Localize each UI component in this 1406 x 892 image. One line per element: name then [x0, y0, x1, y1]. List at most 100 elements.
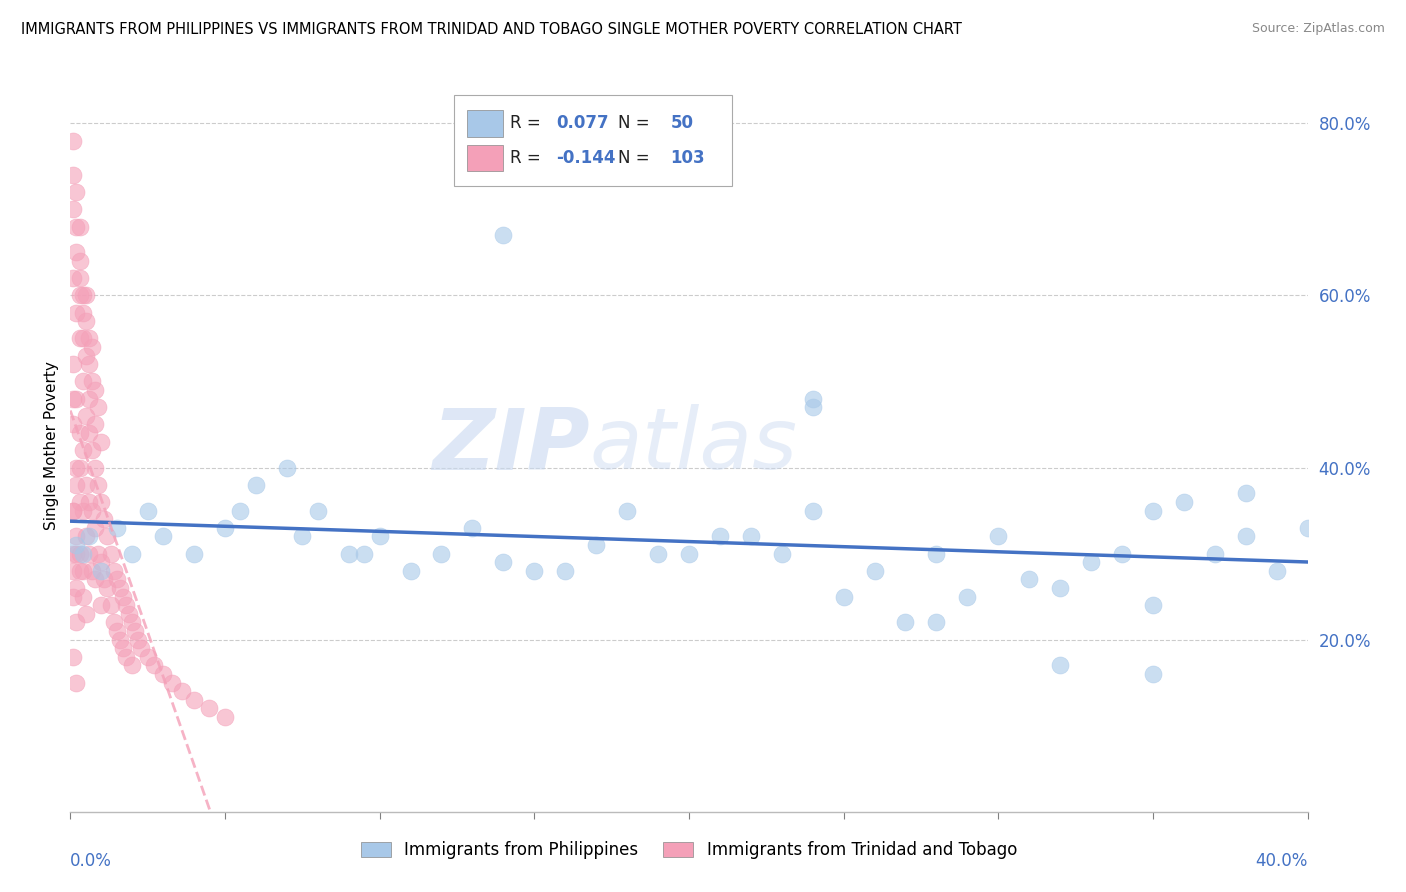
Point	[65, 392, 87, 406]
Point	[65, 460, 87, 475]
Point	[77, 529, 100, 543]
Point	[100, 547, 122, 561]
Point	[111, 590, 134, 604]
Point	[62, 168, 84, 182]
Point	[956, 590, 979, 604]
Point	[1265, 564, 1288, 578]
Point	[72, 564, 94, 578]
Point	[62, 503, 84, 517]
Point	[75, 477, 97, 491]
Point	[291, 529, 314, 543]
Point	[84, 521, 107, 535]
Point	[65, 615, 87, 630]
Text: R =: R =	[509, 114, 546, 132]
Point	[105, 573, 128, 587]
Point	[69, 288, 91, 302]
Point	[77, 547, 100, 561]
Point	[585, 538, 607, 552]
Point	[77, 426, 100, 441]
Point	[801, 392, 824, 406]
Text: N =: N =	[619, 114, 655, 132]
Point	[84, 417, 107, 432]
Point	[492, 555, 515, 569]
Point	[96, 529, 118, 543]
Point	[100, 598, 122, 612]
Point	[136, 649, 159, 664]
Point	[69, 564, 91, 578]
Point	[925, 615, 948, 630]
Point	[93, 573, 115, 587]
Point	[77, 331, 100, 345]
Text: atlas: atlas	[591, 404, 799, 488]
Point	[678, 547, 700, 561]
Point	[65, 581, 87, 595]
Point	[492, 228, 515, 243]
Point	[124, 624, 146, 638]
Point	[894, 615, 917, 630]
Point	[1142, 667, 1164, 681]
Point	[214, 710, 236, 724]
Point	[152, 667, 174, 681]
Text: 0.0%: 0.0%	[70, 852, 112, 870]
Text: 0.077: 0.077	[557, 114, 609, 132]
Point	[65, 529, 87, 543]
Point	[162, 675, 184, 690]
Point	[62, 649, 84, 664]
Point	[75, 409, 97, 423]
Point	[616, 503, 638, 517]
Point	[77, 392, 100, 406]
Point	[108, 632, 131, 647]
Point	[105, 521, 128, 535]
Point	[75, 607, 97, 621]
Point	[93, 512, 115, 526]
Point	[709, 529, 731, 543]
Point	[353, 547, 375, 561]
FancyBboxPatch shape	[467, 145, 503, 171]
Point	[105, 624, 128, 638]
Point	[77, 495, 100, 509]
Point	[77, 357, 100, 371]
Point	[62, 392, 84, 406]
Point	[115, 598, 138, 612]
Point	[65, 305, 87, 319]
Point	[75, 529, 97, 543]
Point	[863, 564, 886, 578]
Point	[80, 375, 103, 389]
Point	[152, 529, 174, 543]
Point	[65, 538, 87, 552]
Point	[62, 417, 84, 432]
Point	[399, 564, 422, 578]
Text: 50: 50	[671, 114, 693, 132]
Point	[72, 443, 94, 458]
Point	[1204, 547, 1226, 561]
Point	[65, 245, 87, 260]
Point	[62, 271, 84, 285]
Point	[87, 477, 110, 491]
Point	[84, 383, 107, 397]
Point	[1234, 529, 1257, 543]
Point	[121, 658, 143, 673]
Point	[1049, 581, 1071, 595]
Point	[183, 693, 205, 707]
Point	[554, 564, 576, 578]
Point	[170, 684, 193, 698]
Point	[72, 590, 94, 604]
Point	[229, 503, 252, 517]
Point	[770, 547, 793, 561]
Point	[69, 219, 91, 234]
FancyBboxPatch shape	[467, 111, 503, 136]
Point	[1234, 486, 1257, 500]
Point	[925, 547, 948, 561]
Point	[1142, 503, 1164, 517]
Point	[75, 349, 97, 363]
Point	[121, 547, 143, 561]
Point	[801, 503, 824, 517]
Point	[72, 305, 94, 319]
Point	[62, 547, 84, 561]
Point	[1018, 573, 1040, 587]
Text: IMMIGRANTS FROM PHILIPPINES VS IMMIGRANTS FROM TRINIDAD AND TOBAGO SINGLE MOTHER: IMMIGRANTS FROM PHILIPPINES VS IMMIGRANT…	[21, 22, 962, 37]
Text: 40.0%: 40.0%	[1256, 852, 1308, 870]
Point	[72, 547, 94, 561]
Point	[740, 529, 762, 543]
Point	[69, 495, 91, 509]
